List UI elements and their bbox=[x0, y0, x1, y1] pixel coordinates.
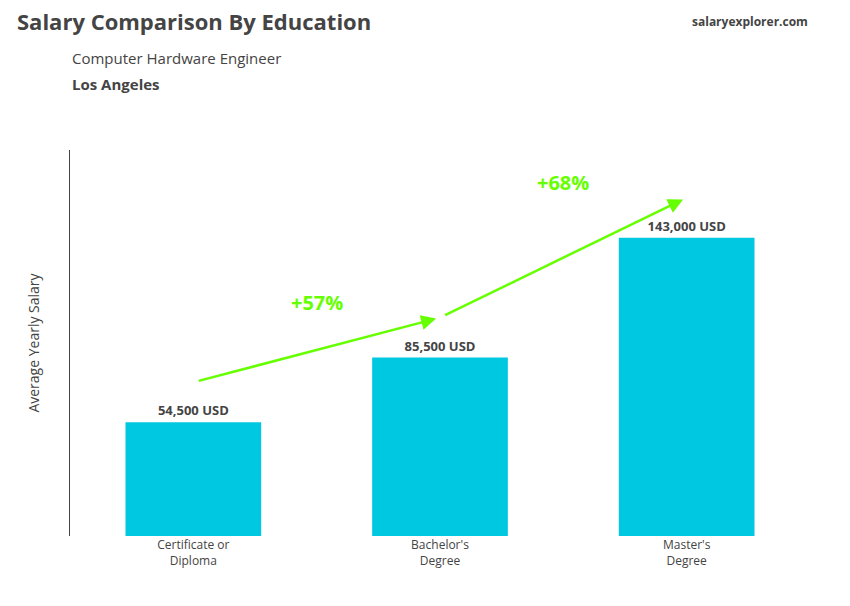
svg-text:85,500 USD: 85,500 USD bbox=[405, 337, 476, 355]
svg-text:Average Yearly Salary: Average Yearly Salary bbox=[24, 272, 43, 412]
svg-text:Computer Hardware Engineer: Computer Hardware Engineer bbox=[72, 48, 281, 68]
svg-text:143,000 USD: 143,000 USD bbox=[648, 217, 726, 235]
svg-text:Salary Comparison By Education: Salary Comparison By Education bbox=[17, 6, 371, 36]
svg-text:+57%: +57% bbox=[291, 289, 343, 316]
svg-text:54,500 USD: 54,500 USD bbox=[158, 401, 229, 419]
svg-text:Master'sDegree: Master'sDegree bbox=[663, 536, 711, 569]
svg-text:Bachelor'sDegree: Bachelor'sDegree bbox=[411, 536, 469, 569]
svg-text:Los Angeles: Los Angeles bbox=[72, 74, 160, 94]
svg-text:salaryexplorer.com: salaryexplorer.com bbox=[692, 13, 808, 30]
svg-text:+68%: +68% bbox=[537, 169, 589, 196]
svg-text:Certificate orDiploma: Certificate orDiploma bbox=[157, 536, 229, 569]
